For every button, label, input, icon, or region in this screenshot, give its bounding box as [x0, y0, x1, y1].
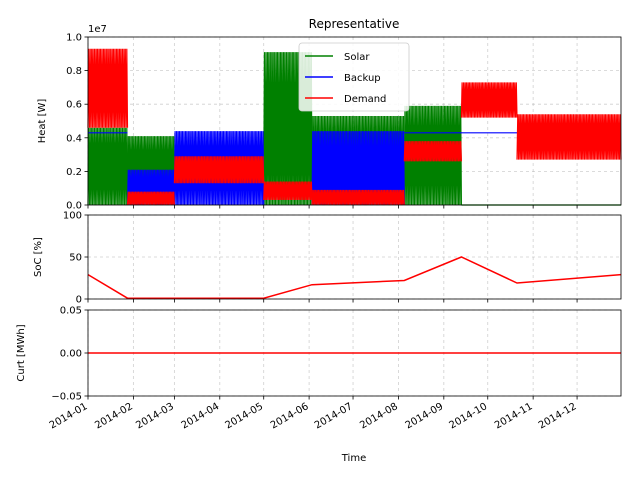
- ylabel-soc: SoC [%]: [33, 237, 44, 277]
- xtick-label: 2014-08: [358, 401, 400, 431]
- xtick-label: 2014-06: [269, 401, 311, 431]
- series-segment: [263, 181, 313, 201]
- ytick-label: 0.6: [66, 100, 82, 111]
- axes-frame: [87, 309, 622, 397]
- ytick-label: 50: [69, 253, 82, 264]
- ylabel-heat: Heat [W]: [37, 99, 48, 144]
- series-segment: [403, 141, 462, 162]
- xtick-label: 2014-05: [224, 401, 266, 431]
- xtick-label: 2014-02: [93, 401, 135, 431]
- series-segment: [87, 127, 129, 206]
- series-segment: [516, 114, 622, 160]
- ytick-label: −0.05: [51, 392, 82, 403]
- series-segment: [460, 82, 518, 118]
- ytick-label: 0.8: [66, 66, 82, 77]
- ytick-label: 0.4: [66, 133, 82, 144]
- ytick-label: 0.05: [60, 306, 82, 317]
- offset-label: 1e7: [88, 24, 107, 35]
- legend-label-backup: Backup: [344, 73, 381, 84]
- ylabel-curt: Curt [MWh]: [16, 324, 27, 381]
- ytick-label: 0.0: [66, 201, 82, 212]
- legend-label-demand: Demand: [344, 94, 386, 105]
- series-segment: [311, 131, 405, 206]
- ytick-label: 100: [63, 211, 82, 222]
- xtick-label: 2014-10: [448, 401, 490, 431]
- series-segment: [311, 115, 405, 206]
- xtick-label: 2014-09: [404, 401, 446, 431]
- series-demand: [87, 48, 622, 206]
- ytick-label: 1.0: [66, 33, 82, 44]
- ytick-label: 0.2: [66, 167, 82, 178]
- axes-frame: [87, 214, 622, 300]
- series-soc: [87, 256, 622, 299]
- series-segment: [311, 189, 405, 206]
- legend-box: [298, 42, 410, 112]
- axes-frame: [87, 36, 622, 206]
- xtick-label: 2014-07: [313, 401, 355, 431]
- xtick-label: 2014-11: [493, 401, 535, 431]
- ytick-label: 0.00: [60, 349, 82, 360]
- xtick-label: 2014-01: [48, 401, 90, 431]
- xtick-label: 2014-04: [180, 401, 222, 431]
- xlabel-time: Time: [341, 453, 366, 464]
- series-segment: [173, 156, 265, 184]
- legend: Solar Backup Demand: [298, 42, 410, 112]
- xtick-label: 2014-03: [134, 401, 176, 431]
- series-segment: [403, 105, 462, 206]
- xtick-label: 2014-12: [537, 401, 579, 431]
- ytick-label: 0: [76, 295, 82, 306]
- chart-title: Representative: [309, 17, 400, 31]
- legend-label-solar: Solar: [344, 52, 370, 63]
- series-segment: [87, 48, 129, 128]
